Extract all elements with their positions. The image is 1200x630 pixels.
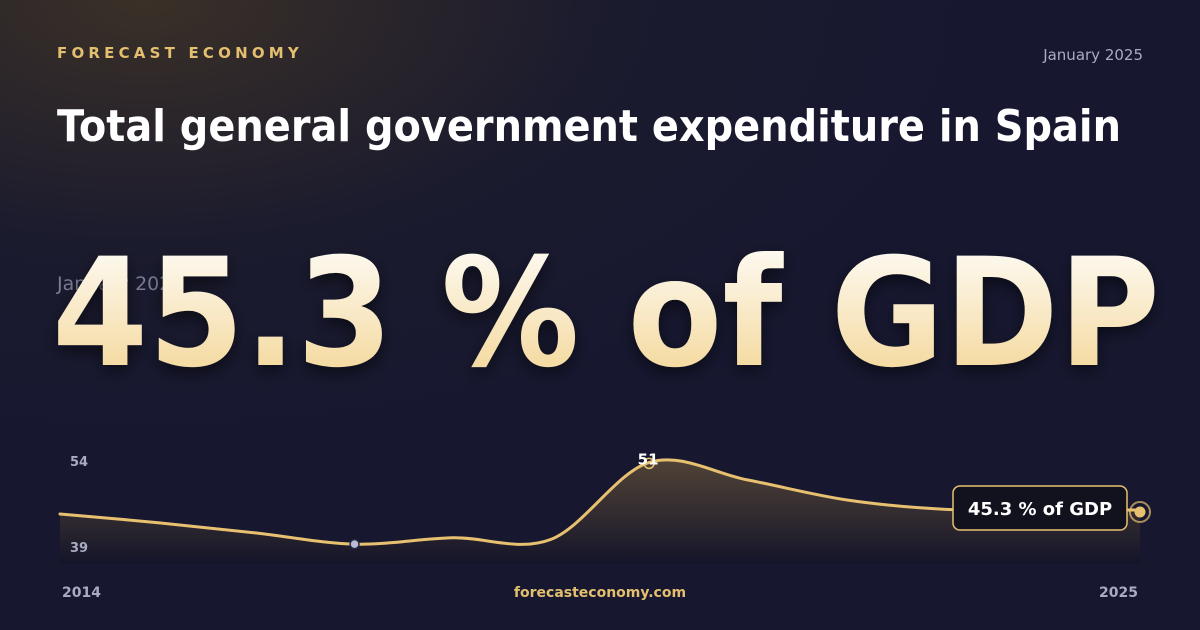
y-tick-label: 54 — [70, 455, 88, 470]
area — [60, 459, 1140, 564]
brand: FORECAST ECONOMY — [57, 44, 303, 62]
x-tick-label: 2025 — [1099, 585, 1138, 601]
date: January 2025 — [1042, 46, 1143, 64]
min-marker — [349, 538, 360, 550]
peak-marker — [643, 457, 655, 470]
sparkline: 54 39 2014 2025 51 45.3 % of GDP — [58, 450, 1151, 601]
callout-box — [952, 485, 1128, 531]
line — [58, 458, 1142, 546]
last-dot — [1134, 506, 1146, 518]
last-ring — [1129, 501, 1151, 524]
footer: forecasteconomy.com — [514, 585, 686, 601]
y-tick-label: 39 — [70, 541, 88, 556]
headline-value: 45.3 % of GDP — [52, 227, 1160, 401]
callout-label: 45.3 % of GDP — [968, 499, 1112, 520]
x-tick-label: 2014 — [62, 585, 101, 601]
chart-title: Total general government expenditure in … — [57, 101, 1121, 152]
date-faded: January 2025 — [56, 273, 183, 295]
peak-label: 51 — [638, 450, 659, 468]
